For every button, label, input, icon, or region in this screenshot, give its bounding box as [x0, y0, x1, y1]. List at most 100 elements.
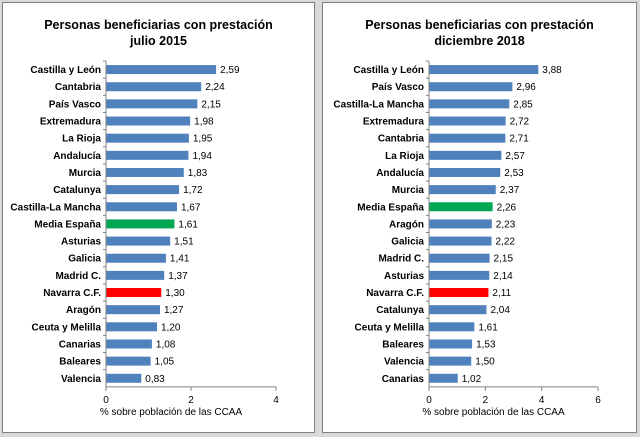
bar-murcia: [106, 167, 184, 177]
bar-aragon: [429, 219, 492, 229]
category-label-galicia: Galicia: [68, 254, 101, 265]
bar-la-rioja: [106, 133, 189, 143]
bar-navarra-c-f: [429, 288, 489, 298]
value-label-andalucia: 1,94: [192, 151, 212, 162]
category-label-canarias: Canarias: [382, 374, 425, 385]
value-label-castilla-y-leon: 2,59: [220, 65, 240, 76]
bar-asturias: [429, 270, 490, 280]
value-label-ceuta-y-melilla: 1,20: [161, 322, 181, 333]
value-label-aragon: 1,27: [164, 305, 184, 316]
value-label-baleares: 1,53: [476, 339, 496, 350]
category-label-canarias: Canarias: [59, 339, 102, 350]
x-tick-label-2: 2: [188, 395, 194, 406]
category-label-murcia: Murcia: [69, 168, 102, 179]
category-label-asturias: Asturias: [61, 237, 101, 248]
value-label-castilla-y-leon: 3,88: [542, 65, 562, 76]
category-label-media-espana: Media España: [34, 219, 101, 230]
category-label-madrid-c: Madrid C.: [55, 271, 101, 282]
chart-panel-julio-2015: Personas beneficiarias con prestación jul…: [2, 2, 315, 433]
category-label-castilla-y-leon: Castilla y León: [30, 65, 101, 76]
value-label-catalunya: 2,04: [490, 305, 510, 316]
category-label-aragon: Aragón: [66, 305, 101, 316]
bar-castilla-la-mancha: [106, 202, 177, 212]
bar-castilla-y-leon: [429, 65, 539, 75]
category-label-navarra-c-f: Navarra C.F.: [43, 288, 101, 299]
chart-title-line-2: diciembre 2018: [434, 34, 524, 48]
value-label-media-espana: 2,26: [497, 202, 517, 213]
value-label-galicia: 2,22: [496, 237, 516, 248]
bar-cantabria: [106, 82, 202, 92]
chart-title-line-1: Personas beneficiarias con prestación: [44, 18, 273, 32]
chart-panel-diciembre-2018: Personas beneficiarias con prestación dic…: [322, 2, 637, 433]
value-label-pais-vasco: 2,96: [516, 82, 536, 93]
bar-valencia: [429, 356, 472, 366]
bar-media-espana: [429, 202, 493, 212]
category-label-asturias: Asturias: [384, 271, 424, 282]
bar-catalunya: [106, 185, 180, 195]
value-label-extremadura: 1,98: [194, 117, 214, 128]
value-label-extremadura: 2,72: [510, 117, 530, 128]
category-label-cantabria: Cantabria: [55, 82, 102, 93]
value-label-pais-vasco: 2,15: [201, 99, 221, 110]
bar-andalucia: [429, 167, 501, 177]
x-axis-label: % sobre población de las CCAA: [100, 407, 243, 418]
bar-extremadura: [106, 116, 191, 126]
value-label-murcia: 2,37: [500, 185, 520, 196]
value-label-cantabria: 2,24: [205, 82, 225, 93]
bar-galicia: [106, 253, 166, 263]
category-label-pais-vasco: País Vasco: [49, 99, 101, 110]
value-label-madrid-c: 1,37: [168, 271, 188, 282]
bar-cantabria: [429, 133, 506, 143]
bar-madrid-c: [429, 253, 490, 263]
bar-valencia: [106, 373, 142, 383]
category-label-navarra-c-f: Navarra C.F.: [366, 288, 424, 299]
x-tick-label-6: 6: [595, 395, 601, 406]
value-label-navarra-c-f: 1,30: [165, 288, 185, 299]
x-tick-label-2: 2: [483, 395, 489, 406]
bar-pais-vasco: [429, 82, 513, 92]
category-label-valencia: Valencia: [384, 357, 424, 368]
category-label-cantabria: Cantabria: [378, 134, 425, 145]
bar-baleares: [106, 356, 151, 366]
category-label-baleares: Baleares: [382, 339, 424, 350]
category-label-ceuta-y-melilla: Ceuta y Melilla: [355, 322, 425, 333]
bar-navarra-c-f: [106, 288, 162, 298]
x-axis-label: % sobre población de las CCAA: [422, 407, 565, 418]
value-label-ceuta-y-melilla: 1,61: [478, 322, 498, 333]
value-label-madrid-c: 2,15: [494, 254, 514, 265]
category-label-castilla-la-mancha: Castilla-La Mancha: [333, 99, 424, 110]
category-label-media-espana: Media España: [357, 202, 424, 213]
category-label-pais-vasco: País Vasco: [372, 82, 424, 93]
bar-asturias: [106, 236, 171, 246]
bar-pais-vasco: [106, 99, 198, 109]
value-label-la-rioja: 1,95: [193, 134, 213, 145]
value-label-asturias: 2,14: [493, 271, 513, 282]
value-label-valencia: 1,50: [475, 357, 495, 368]
category-label-extremadura: Extremadura: [40, 117, 102, 128]
bar-murcia: [429, 185, 496, 195]
category-label-baleares: Baleares: [59, 357, 101, 368]
category-label-extremadura: Extremadura: [363, 117, 425, 128]
bar-la-rioja: [429, 150, 502, 160]
category-label-catalunya: Catalunya: [376, 305, 424, 316]
bar-media-espana: [106, 219, 175, 229]
value-label-galicia: 1,41: [170, 254, 190, 265]
bar-galicia: [429, 236, 492, 246]
value-label-baleares: 1,05: [155, 357, 175, 368]
value-label-canarias: 1,02: [462, 374, 482, 385]
bar-canarias: [106, 339, 152, 349]
value-label-media-espana: 1,61: [178, 219, 198, 230]
category-label-andalucia: Andalucía: [53, 151, 101, 162]
x-tick-label-0: 0: [103, 395, 109, 406]
value-label-catalunya: 1,72: [183, 185, 203, 196]
value-label-navarra-c-f: 2,11: [492, 288, 511, 299]
bar-andalucia: [106, 150, 189, 160]
category-label-galicia: Galicia: [391, 237, 424, 248]
value-label-castilla-la-mancha: 1,67: [181, 202, 201, 213]
value-label-valencia: 0,83: [145, 374, 165, 385]
category-label-castilla-y-leon: Castilla y León: [353, 65, 424, 76]
bar-madrid-c: [106, 270, 165, 280]
category-label-la-rioja: La Rioja: [385, 151, 424, 162]
bar-castilla-la-mancha: [429, 99, 510, 109]
category-label-madrid-c: Madrid C.: [378, 254, 424, 265]
